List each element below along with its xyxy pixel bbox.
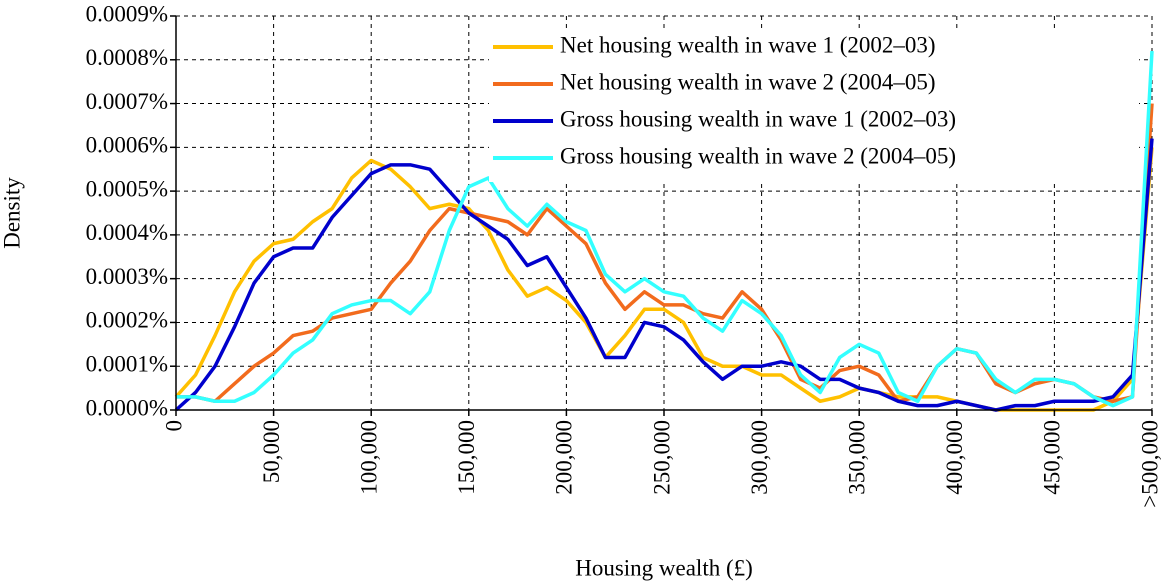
y-tick-label: 0.0004% [86,220,168,245]
legend-label: Net housing wealth in wave 1 (2002–03) [560,32,936,57]
series-line [174,138,1154,412]
y-tick-label: 0.0009% [86,1,168,26]
legend: Net housing wealth in wave 1 (2002–03) Ne… [489,30,1139,182]
y-axis-title: Density [0,177,24,249]
y-tick-label: 0.0002% [86,308,168,333]
x-tick-label: 200,000 [552,420,577,495]
x-tick-label: 300,000 [747,420,772,495]
legend-label: Gross housing wealth in wave 1 (2002–03) [560,106,956,131]
legend-label: Net housing wealth in wave 2 (2004–05) [560,69,936,94]
axes: 0.0000% 0.0001% 0.0002% 0.0003% 0.0004% 0.000… [86,1,1163,507]
x-tick-label: >500,000 [1137,420,1162,508]
y-tick-label: 0.0008% [86,45,168,70]
x-tick-label: 100,000 [356,420,381,495]
x-tick-label: 450,000 [1040,420,1065,495]
series-line [176,50,1154,408]
x-axis-title: Housing wealth (£) [575,555,753,580]
x-tick-label: 250,000 [649,420,674,495]
y-tick-label: 0.0005% [86,176,168,201]
y-tick-label: 0.0003% [86,264,168,289]
legend-box [489,30,1139,182]
x-tick-label: 150,000 [454,420,479,495]
x-tick-label: 400,000 [942,420,967,495]
x-tick-label: 0 [161,420,186,432]
y-tick-label: 0.0006% [86,133,168,158]
x-tick-label: 50,000 [259,420,284,483]
legend-label: Gross housing wealth in wave 2 (2004–05) [560,143,956,168]
y-tick-label: 0.0001% [86,352,168,377]
x-tick-label: 350,000 [844,420,869,495]
y-tick-label: 0.0007% [86,89,168,114]
plot-lines [174,50,1154,412]
y-tick-label: 0.0000% [86,395,168,420]
